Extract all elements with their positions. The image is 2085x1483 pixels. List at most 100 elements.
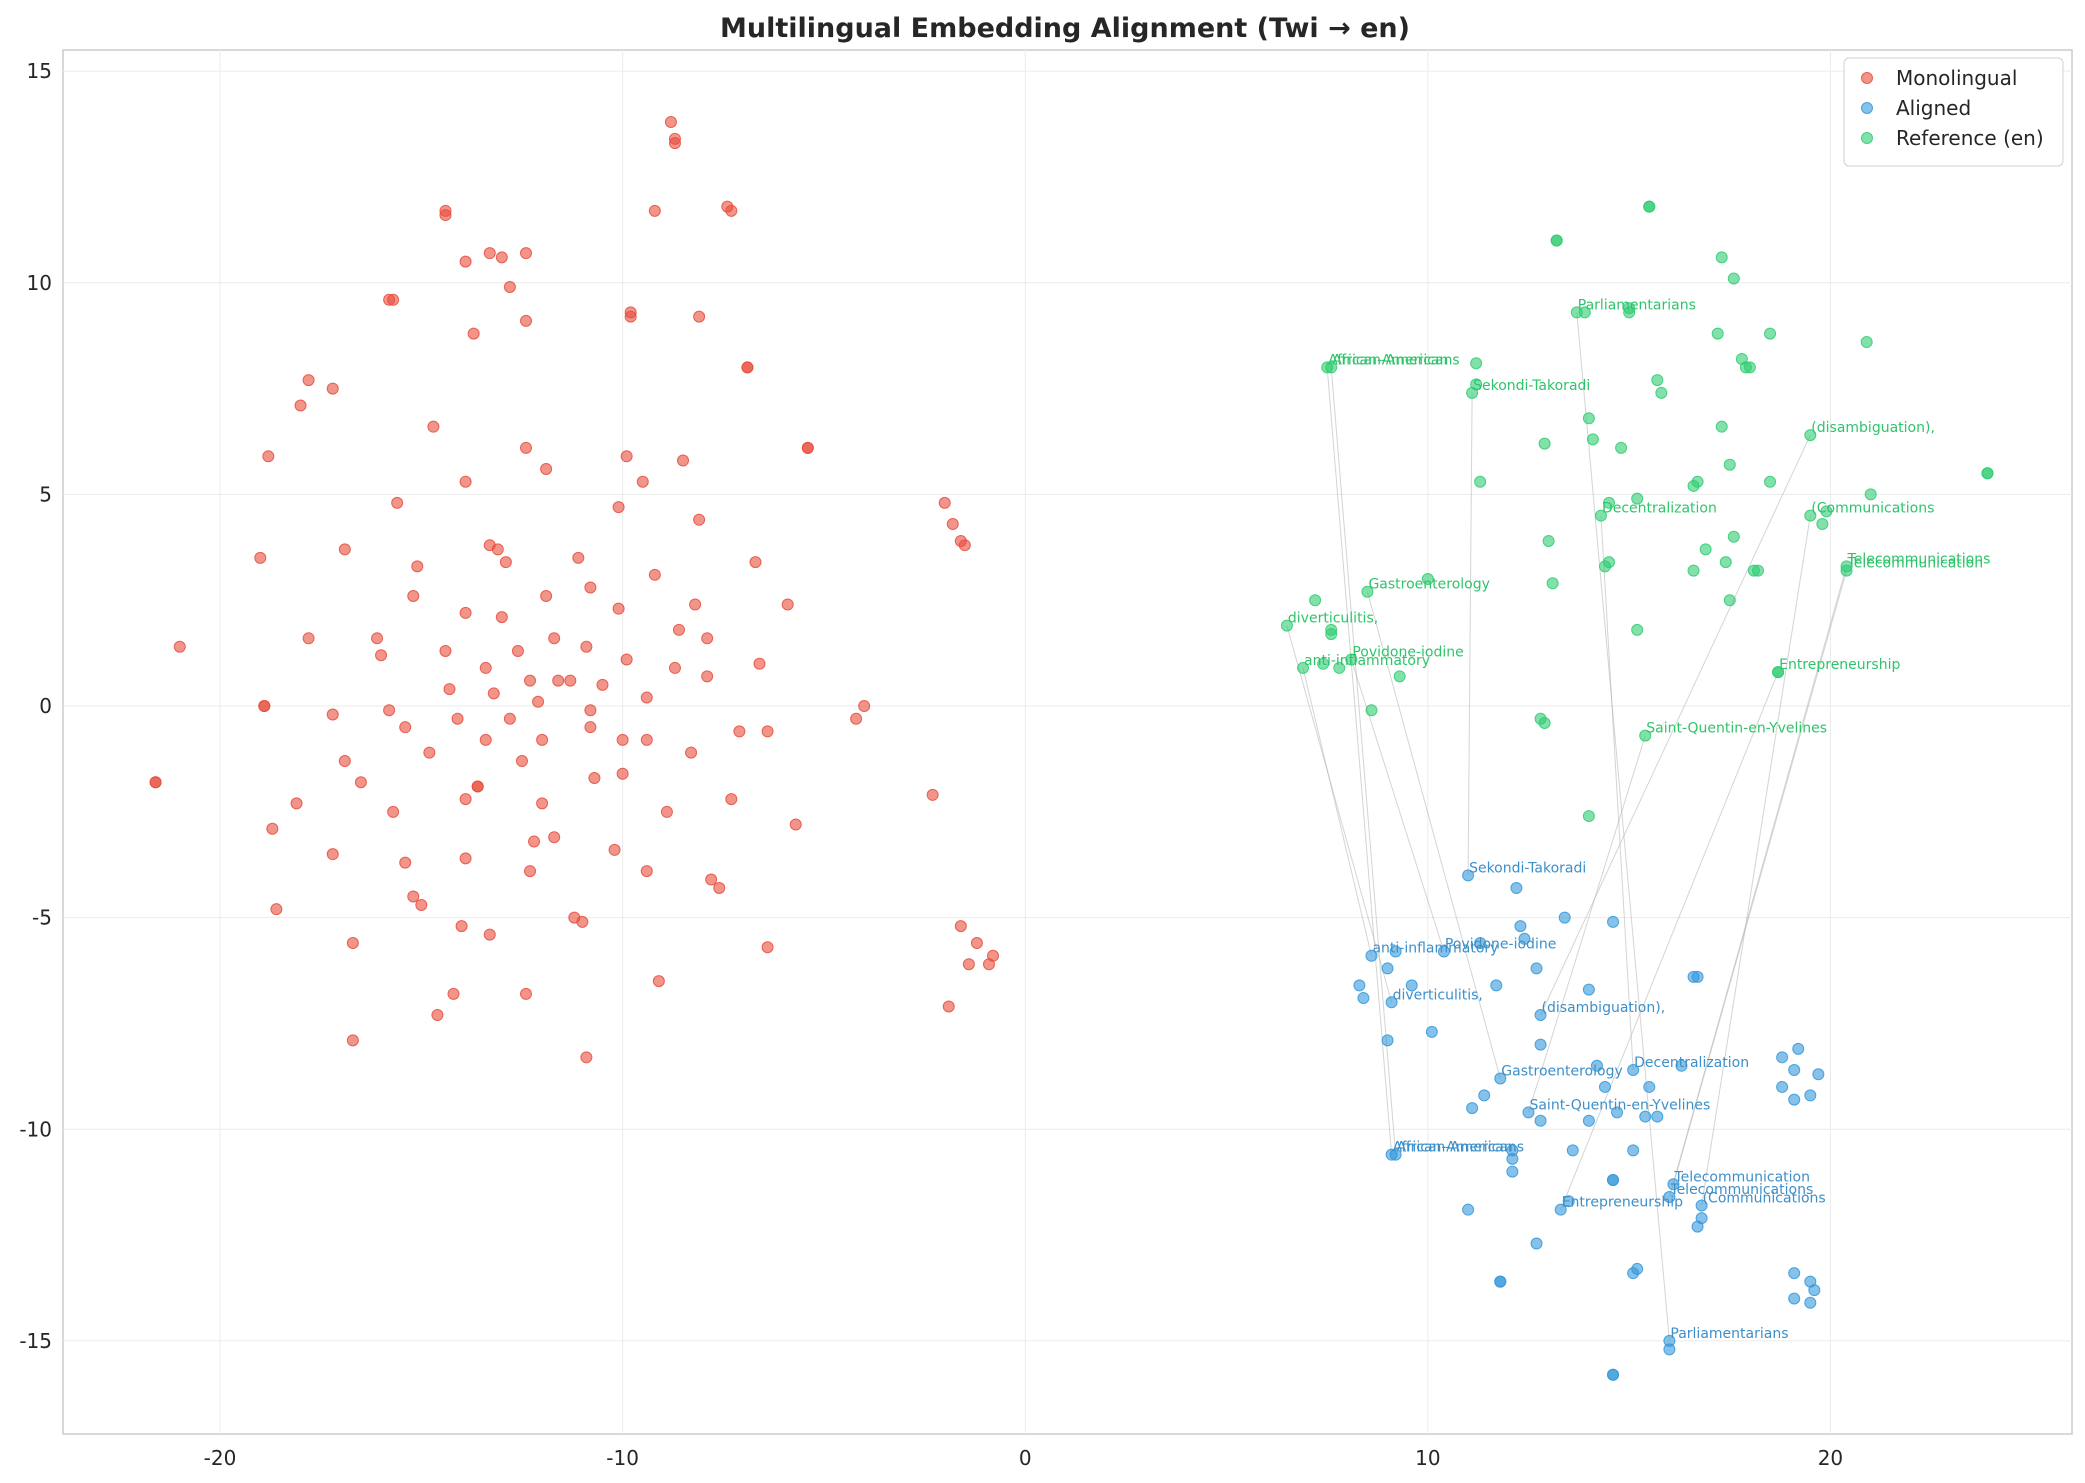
monolingual-point bbox=[620, 653, 633, 666]
reference-en-point bbox=[1470, 357, 1483, 370]
monolingual-point bbox=[596, 678, 609, 691]
aligned-point-label: (Communications bbox=[1703, 1190, 1826, 1206]
reference-en-point bbox=[1586, 433, 1599, 446]
legend-marker bbox=[1861, 72, 1873, 84]
reference-point-label: diverticulitis, bbox=[1288, 611, 1378, 627]
monolingual-point bbox=[584, 721, 597, 734]
reference-en-point bbox=[1603, 496, 1616, 509]
monolingual-point bbox=[612, 602, 625, 615]
monolingual-point bbox=[346, 937, 359, 950]
monolingual-point bbox=[524, 674, 537, 687]
reference-en-point bbox=[1361, 585, 1374, 598]
aligned-point bbox=[1667, 1178, 1680, 1191]
aligned-point bbox=[1566, 1144, 1579, 1157]
aligned-point bbox=[1562, 1195, 1575, 1208]
monolingual-point bbox=[660, 805, 673, 818]
monolingual-point bbox=[612, 501, 625, 514]
monolingual-point bbox=[620, 450, 633, 463]
aligned-point bbox=[1590, 1059, 1603, 1072]
reference-en-point bbox=[1365, 704, 1378, 717]
reference-en-point bbox=[1280, 619, 1293, 632]
monolingual-point bbox=[713, 882, 726, 895]
connector-line bbox=[1560, 671, 1779, 1210]
reference-en-point bbox=[1333, 661, 1346, 674]
aligned-point bbox=[1812, 1068, 1825, 1081]
monolingual-point bbox=[262, 450, 275, 463]
monolingual-point bbox=[471, 780, 484, 793]
aligned-point bbox=[1663, 1343, 1676, 1356]
monolingual-point bbox=[399, 721, 412, 734]
aligned-point-label: Gastroenterology bbox=[1501, 1063, 1622, 1079]
monolingual-point bbox=[668, 137, 681, 150]
monolingual-point bbox=[431, 1008, 444, 1021]
monolingual-point bbox=[942, 1000, 955, 1013]
aligned-point bbox=[1788, 1093, 1801, 1106]
aligned-point bbox=[1534, 1008, 1547, 1021]
reference-en-point bbox=[1715, 420, 1728, 433]
monolingual-point bbox=[624, 310, 637, 323]
monolingual-point bbox=[753, 657, 766, 670]
reference-en-point bbox=[1542, 534, 1555, 547]
monolingual-point bbox=[608, 843, 621, 856]
connector-line bbox=[1467, 392, 1473, 876]
aligned-point-label: Telecommunication bbox=[1673, 1169, 1810, 1185]
aligned-point bbox=[1663, 1190, 1676, 1203]
monolingual-point bbox=[564, 674, 577, 687]
connector-line bbox=[1672, 570, 1848, 1185]
monolingual-point bbox=[524, 865, 537, 878]
monolingual-point bbox=[664, 115, 677, 128]
reference-point-label: Saint-Quentin-en-Yvelines bbox=[1646, 721, 1827, 737]
aligned-point-label: African-Americans bbox=[1397, 1140, 1524, 1156]
connector-line bbox=[1576, 312, 1670, 1341]
aligned-point bbox=[1792, 1042, 1805, 1055]
aligned-point bbox=[1466, 1102, 1479, 1115]
monolingual-point bbox=[326, 382, 339, 395]
monolingual-point bbox=[399, 856, 412, 869]
aligned-point bbox=[1598, 1080, 1611, 1093]
monolingual-point bbox=[254, 551, 267, 564]
aligned-point bbox=[1631, 1262, 1644, 1275]
monolingual-point bbox=[536, 733, 549, 746]
monolingual-point bbox=[459, 852, 472, 865]
monolingual-point bbox=[447, 987, 460, 1000]
monolingual-point bbox=[495, 611, 508, 624]
aligned-point-label: Parliamentarians bbox=[1670, 1326, 1788, 1342]
monolingual-point bbox=[354, 776, 367, 789]
monolingual-point bbox=[588, 771, 601, 784]
aligned-point bbox=[1490, 979, 1503, 992]
monolingual-point bbox=[616, 733, 629, 746]
aligned-point bbox=[1788, 1292, 1801, 1305]
aligned-point bbox=[1776, 1080, 1789, 1093]
legend-box bbox=[1843, 57, 2064, 167]
monolingual-point bbox=[415, 898, 428, 911]
aligned-point bbox=[1462, 869, 1475, 882]
aligned-point bbox=[1607, 915, 1620, 928]
reference-en-point bbox=[1727, 530, 1740, 543]
monolingual-point bbox=[338, 543, 351, 556]
reference-en-point bbox=[1655, 386, 1668, 399]
monolingual-point bbox=[455, 920, 468, 933]
reference-en-point bbox=[1981, 467, 1994, 480]
monolingual-point bbox=[705, 873, 718, 886]
reference-en-point bbox=[1864, 488, 1877, 501]
monolingual-point bbox=[479, 661, 492, 674]
reference-en-point bbox=[1727, 272, 1740, 285]
reference-en-point bbox=[1691, 475, 1704, 488]
x-tick-label: -20 bbox=[204, 1446, 237, 1470]
reference-en-point bbox=[1764, 475, 1777, 488]
monolingual-point bbox=[648, 204, 661, 217]
aligned-point bbox=[1607, 1368, 1620, 1381]
aligned-point-label: (disambiguation), bbox=[1542, 1000, 1666, 1016]
reference-en-point bbox=[1615, 441, 1628, 454]
reference-en-point bbox=[1594, 509, 1607, 522]
aligned-point bbox=[1582, 1114, 1595, 1127]
monolingual-point bbox=[640, 691, 653, 704]
monolingual-point bbox=[459, 475, 472, 488]
monolingual-point bbox=[503, 712, 516, 725]
monolingual-point bbox=[258, 700, 271, 713]
monolingual-point bbox=[459, 255, 472, 268]
monolingual-point bbox=[439, 645, 452, 658]
aligned-point-label: diverticulitis, bbox=[1393, 987, 1483, 1003]
monolingual-point bbox=[640, 733, 653, 746]
aligned-point bbox=[1558, 911, 1571, 924]
